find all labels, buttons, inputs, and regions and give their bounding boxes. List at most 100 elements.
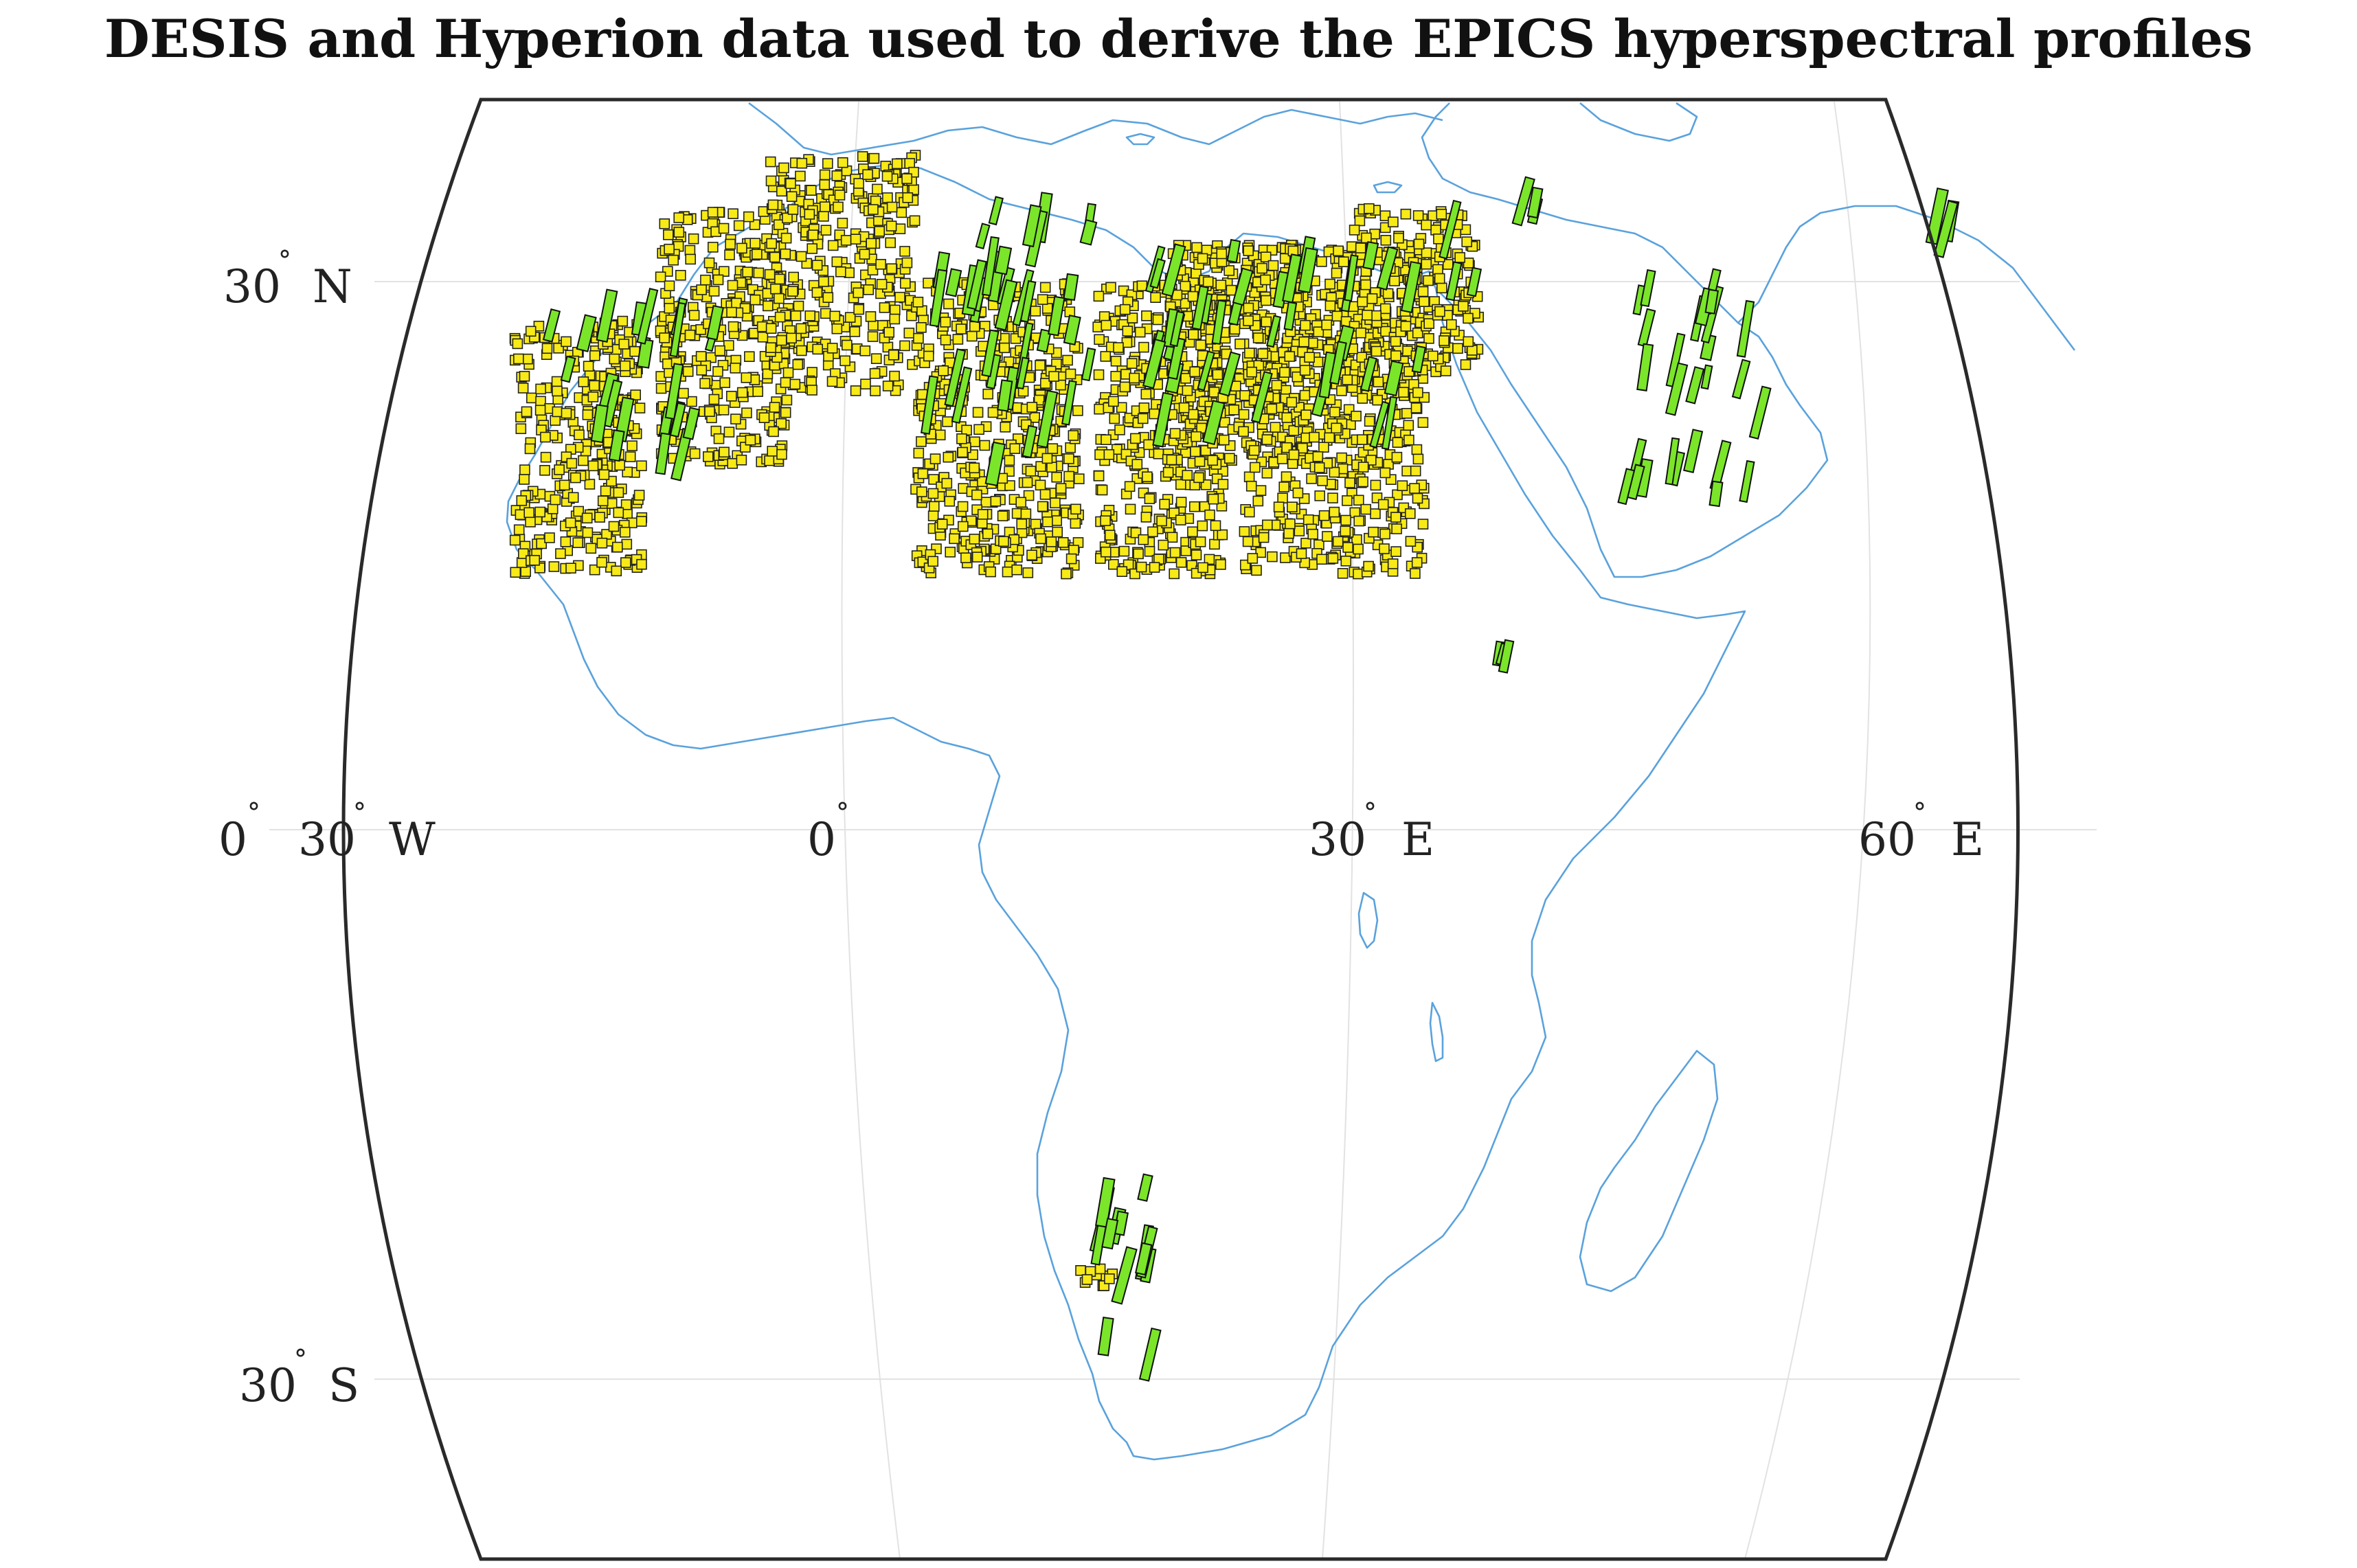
hyperion-footprint <box>1423 332 1434 344</box>
desis-footprint <box>1376 246 1399 291</box>
desis-footprint <box>1369 400 1390 448</box>
hyperion-footprint <box>807 385 817 396</box>
map-title: DESIS and Hyperion data used to derive t… <box>104 8 2253 69</box>
hyperion-footprint <box>1421 219 1432 231</box>
hyperion-footprint <box>1138 534 1149 545</box>
hyperion-footprint <box>1119 304 1131 315</box>
hyperion-footprint <box>1331 422 1342 434</box>
hyperion-footprint <box>1015 497 1026 508</box>
hyperion-footprint <box>611 541 623 553</box>
hyperion-footprint <box>1405 508 1416 519</box>
hyperion-footprint <box>822 158 833 169</box>
hyperion-footprint <box>1118 545 1130 557</box>
hyperion-footprint <box>1353 515 1364 527</box>
hyperion-footprint <box>630 389 642 400</box>
hyperion-footprint <box>1390 350 1401 361</box>
hyperion-footprint <box>1390 512 1401 523</box>
hyperion-footprint <box>1440 365 1452 376</box>
hyperion-footprint <box>874 225 885 237</box>
hyperion-footprint <box>1243 315 1254 326</box>
hyperion-footprint <box>763 300 774 312</box>
desis-footprint <box>967 259 987 310</box>
hyperion-footprint <box>1417 519 1429 530</box>
hyperion-footprint <box>923 350 934 362</box>
hyperion-footprint <box>896 207 907 218</box>
hyperion-footprint <box>1400 208 1412 220</box>
hyperion-footprint <box>1379 210 1391 222</box>
hyperion-footprint <box>572 537 584 549</box>
hyperion-footprint <box>853 304 864 315</box>
hyperion-footprint <box>587 460 599 472</box>
hyperion-footprint <box>723 427 735 438</box>
hyperion-footprint <box>1246 366 1257 378</box>
hyperion-footprint <box>1219 434 1230 446</box>
hyperion-footprint <box>774 273 785 285</box>
hyperion-footprint <box>1372 394 1383 406</box>
hyperion-footprint <box>1349 225 1360 236</box>
hyperion-footprint <box>938 365 949 376</box>
hyperion-footprint <box>909 215 921 227</box>
hyperion-footprint <box>943 451 954 463</box>
desis-footprint <box>988 196 1004 226</box>
hyperion-footprint <box>629 345 640 357</box>
hyperion-footprint <box>866 238 877 249</box>
hyperion-footprint <box>1355 242 1366 253</box>
hyperion-footprint <box>868 204 879 215</box>
hyperion-footprint <box>876 278 888 290</box>
hyperion-footprint <box>1390 336 1401 347</box>
hyperion-footprint <box>1371 310 1382 321</box>
hyperion-footprint <box>1109 413 1120 424</box>
hyperion-footprint <box>768 426 779 438</box>
hyperion-footprint <box>1009 443 1021 455</box>
desis-footprint <box>1197 350 1215 391</box>
hyperion-footprint <box>1353 495 1364 506</box>
hyperion-footprint <box>967 330 978 342</box>
hyperion-footprint <box>913 447 925 459</box>
desis-footprint <box>636 288 659 345</box>
hyperion-footprint <box>1093 470 1105 481</box>
hyperion-footprint <box>686 396 697 407</box>
lat-label-30s-hemi: S <box>328 1359 359 1412</box>
hyperion-footprint <box>1228 404 1239 416</box>
desis-footprint <box>1736 299 1755 358</box>
desis-footprint <box>1137 1173 1153 1202</box>
hyperion-footprint <box>1463 313 1474 324</box>
hyperion-footprint <box>776 418 787 429</box>
lon-label-0-deg: ° <box>836 797 849 828</box>
hyperion-footprint <box>584 479 596 490</box>
hyperion-footprint <box>888 349 899 361</box>
hyperion-footprint <box>1251 565 1262 576</box>
desis-footprint <box>602 379 623 428</box>
hyperion-footprint <box>812 343 823 355</box>
hyperion-footprint <box>1331 267 1342 279</box>
hyperion-footprint <box>1244 506 1255 518</box>
hyperion-footprint <box>752 386 763 397</box>
lat-label-30s-deg: ° <box>294 1344 307 1374</box>
hyperion-footprint <box>1299 365 1311 376</box>
hyperion-footprint <box>526 392 537 404</box>
hyperion-footprint <box>1023 490 1035 501</box>
hyperion-footprint <box>1423 318 1434 329</box>
lon-label-0-left-deg: ° <box>247 797 260 828</box>
hyperion-footprint <box>1260 251 1272 263</box>
lake-victoria <box>1357 891 1379 949</box>
hyperion-footprint <box>551 376 563 387</box>
hyperion-footprint <box>585 543 597 554</box>
hyperion-footprint <box>617 315 629 327</box>
hyperion-footprint <box>1257 348 1269 359</box>
hyperion-footprint <box>1454 252 1465 263</box>
hyperion-footprint <box>1278 481 1289 492</box>
hyperion-footprint <box>837 218 848 229</box>
desis-footprint <box>1748 385 1772 440</box>
hyperion-footprint <box>1458 301 1469 312</box>
hyperion-footprint <box>1463 336 1474 348</box>
hyperion-footprint <box>521 406 532 418</box>
hyperion-footprint <box>678 387 689 399</box>
desis-footprint <box>1411 345 1426 374</box>
hyperion-footprint <box>724 249 735 260</box>
hyperion-footprint <box>726 306 737 318</box>
hyperion-footprint <box>1337 567 1349 579</box>
desis-footprint <box>1022 424 1038 459</box>
hyperion-footprint <box>753 267 765 279</box>
